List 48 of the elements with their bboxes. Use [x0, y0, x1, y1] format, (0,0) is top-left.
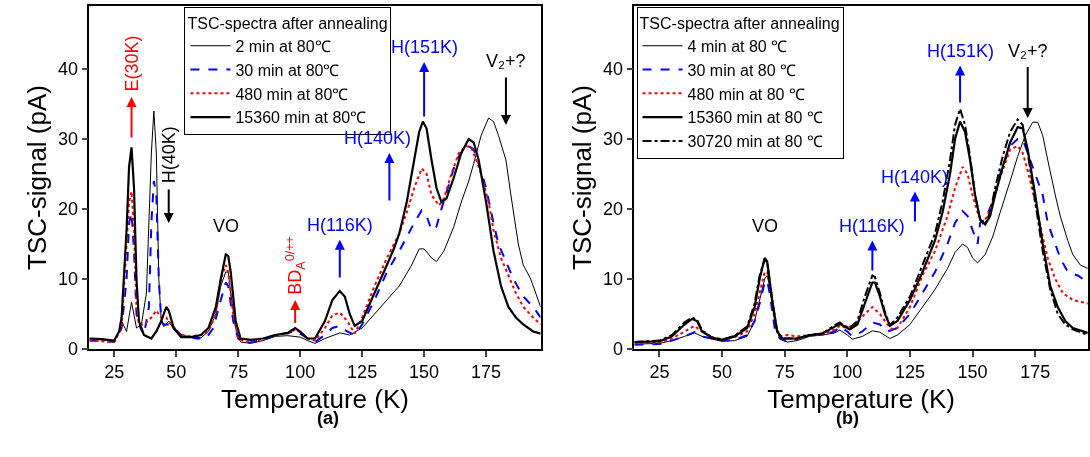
legend-label: 480 min at 80℃	[235, 85, 349, 103]
legend-label: 2 min at 80℃	[235, 37, 331, 55]
y-tick-label: 0	[68, 339, 79, 360]
x-tick-label: 125	[894, 362, 925, 383]
annotation: H(40K)	[159, 126, 180, 184]
legend-label: 4 min at 80 ℃	[687, 37, 788, 55]
x-tick-label: 25	[649, 362, 670, 383]
x-tick-label: 175	[471, 362, 502, 383]
annotation: E(30K)	[121, 35, 142, 92]
legend-label: 480 min at 80 ℃	[687, 85, 805, 103]
y-tick-label: 10	[603, 269, 624, 290]
y-tick-label: 30	[603, 129, 624, 150]
y-tick-label: 20	[603, 199, 624, 220]
annotation: V₂+?	[486, 51, 526, 71]
annotation: H(116K)	[839, 216, 905, 236]
legend-title: TSC-spectra after annealing	[187, 14, 388, 32]
y-tick-label: 30	[58, 129, 79, 150]
annotation: H(140K)	[881, 167, 949, 187]
annotation: H(116K)	[307, 215, 373, 235]
annotation: VO	[213, 216, 240, 236]
annotation: VO	[752, 216, 779, 236]
x-tick-label: 100	[832, 362, 863, 383]
annotation: H(151K)	[927, 41, 995, 61]
y-tick-label: 40	[58, 59, 79, 80]
y-tick-label: 10	[58, 269, 79, 290]
x-tick-label: 125	[347, 362, 378, 383]
legend-label: 30 min at 80 ℃	[687, 61, 797, 79]
x-tick-label: 100	[285, 362, 316, 383]
y-axis-title: TSC-signal (pA)	[566, 85, 597, 270]
x-tick-label: 25	[104, 362, 125, 383]
x-tick-label: 150	[409, 362, 440, 383]
x-tick-label: 150	[957, 362, 988, 383]
legend-label: 30720 min at 80 ℃	[687, 133, 823, 151]
x-tick-label: 75	[774, 362, 795, 383]
y-axis-title: TSC-signal (pA)	[21, 85, 52, 270]
legend-label: 15360 min at 80℃	[235, 109, 367, 127]
y-tick-label: 0	[613, 339, 624, 360]
legend-label: 15360 min at 80 ℃	[687, 109, 823, 127]
x-tick-label: 175	[1020, 362, 1051, 383]
legend-label: 30 min at 80℃	[235, 61, 340, 79]
x-tick-label: 75	[228, 362, 249, 383]
x-tick-label: 50	[166, 362, 187, 383]
annotation: V₂+?	[1008, 41, 1048, 61]
legend-title: TSC-spectra after annealing	[639, 14, 840, 32]
y-tick-label: 40	[603, 59, 624, 80]
annotation: H(151K)	[391, 37, 459, 57]
y-tick-label: 20	[58, 199, 79, 220]
x-tick-label: 50	[712, 362, 733, 383]
